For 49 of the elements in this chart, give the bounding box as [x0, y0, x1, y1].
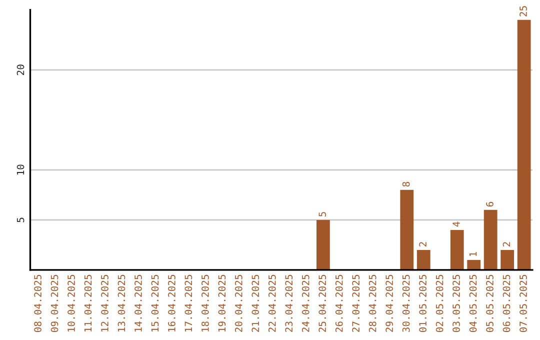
- bar: [517, 20, 531, 270]
- x-tick-label: 06.05.2025: [502, 274, 510, 332]
- x-tick-label: 30.04.2025: [402, 274, 410, 332]
- x-tick-label: 02.05.2025: [436, 274, 444, 332]
- bar: [400, 190, 414, 270]
- data-label: 4: [452, 222, 460, 227]
- bar: [450, 230, 464, 270]
- data-label: 5: [318, 212, 326, 216]
- x-tick-label: 27.04.2025: [352, 274, 360, 332]
- x-tick-label: 18.04.2025: [202, 274, 209, 332]
- data-label: 2: [419, 242, 426, 246]
- x-tick-label: 13.04.2025: [118, 274, 126, 332]
- x-tick-label: 24.04.2025: [302, 274, 310, 332]
- x-tick-label: 19.04.2025: [218, 274, 226, 332]
- x-tick-label: 09.04.2025: [50, 274, 58, 332]
- bar: [484, 210, 498, 270]
- x-tick-label: 29.04.2025: [386, 274, 393, 332]
- x-tick-label: 26.04.2025: [335, 274, 343, 332]
- x-tick-label: 22.04.2025: [268, 274, 276, 332]
- data-label: 25: [520, 6, 527, 16]
- x-tick-label: 15.04.2025: [151, 274, 159, 332]
- x-tick-label: 28.04.2025: [368, 274, 376, 332]
- bar: [500, 250, 514, 270]
- x-tick-label: 21.04.2025: [252, 274, 260, 332]
- x-tick-label: 01.05.2025: [419, 274, 426, 332]
- bar: [316, 220, 330, 270]
- y-tick-label: 20: [16, 64, 24, 76]
- x-tick-label: 05.05.2025: [486, 274, 494, 332]
- x-tick-label: 03.05.2025: [452, 274, 460, 332]
- x-tick-label: 12.04.2025: [101, 274, 108, 332]
- x-tick-label: 23.04.2025: [285, 274, 293, 332]
- y-tick-label: 5: [16, 218, 24, 222]
- bar: [416, 250, 430, 270]
- data-label: 8: [402, 182, 410, 187]
- data-label: 1: [469, 252, 477, 256]
- data-label: 2: [502, 242, 510, 246]
- bar: [467, 260, 481, 270]
- y-tick-label: 10: [16, 164, 24, 175]
- x-tick-label: 25.04.2025: [318, 274, 326, 332]
- x-tick-label: 17.04.2025: [184, 274, 192, 332]
- x-tick-label: 14.04.2025: [134, 274, 142, 332]
- x-tick-label: 11.04.2025: [84, 274, 92, 332]
- x-tick-label: 07.05.2025: [520, 274, 527, 332]
- x-tick-label: 08.04.2025: [34, 274, 42, 332]
- x-tick-label: 16.04.2025: [168, 274, 176, 332]
- x-tick-label: 04.05.2025: [469, 274, 477, 332]
- x-tick-label: 20.04.2025: [234, 274, 242, 332]
- x-tick-label: 10.04.2025: [68, 274, 75, 332]
- data-label: 6: [486, 202, 494, 207]
